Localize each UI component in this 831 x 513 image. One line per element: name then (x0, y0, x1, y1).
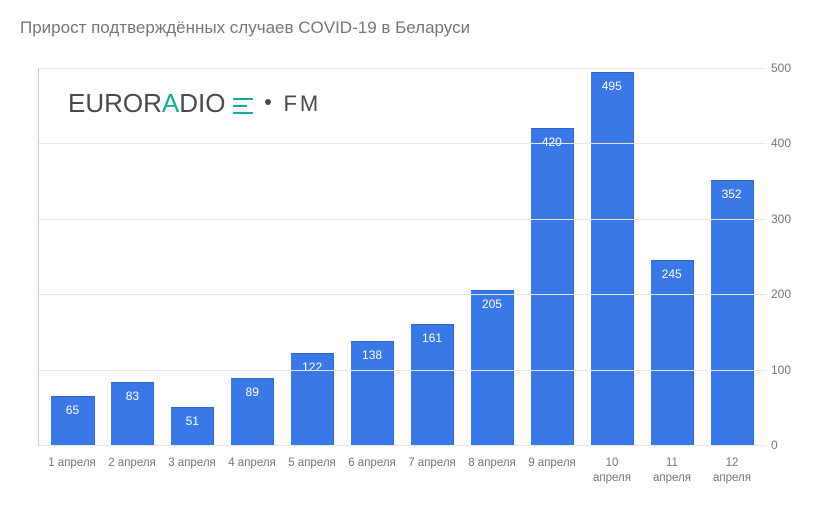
y-tick-label: 500 (771, 61, 806, 75)
bar-value-label: 89 (246, 385, 259, 399)
x-tick-label: 4 апреля (222, 450, 282, 498)
x-tick-label: 11апреля (642, 450, 702, 498)
x-tick-label: 7 апреля (402, 450, 462, 498)
bar: 161 (411, 324, 454, 445)
bar: 51 (171, 407, 214, 445)
y-tick-label: 100 (771, 363, 806, 377)
bar-slot: 89 (223, 68, 283, 445)
bar: 245 (651, 260, 694, 445)
bar: 65 (51, 396, 94, 445)
bar-slot: 83 (103, 68, 163, 445)
bar-slot: 122 (283, 68, 343, 445)
bar: 89 (231, 378, 274, 445)
gridline (39, 445, 766, 446)
chart-title: Прирост подтверждённых случаев COVID-19 … (20, 18, 816, 38)
plot-area: 65835189122138161205420495245352 0100200… (38, 68, 766, 446)
logo-text: EURORADIO (68, 88, 225, 119)
bar-value-label: 122 (302, 360, 322, 374)
bar-value-label: 51 (186, 414, 199, 428)
bar: 495 (591, 72, 634, 445)
chart-container: Прирост подтверждённых случаев COVID-19 … (20, 18, 816, 498)
x-tick-label: 9 апреля (522, 450, 582, 498)
bar-slot: 51 (163, 68, 223, 445)
x-tick-label: 8 апреля (462, 450, 522, 498)
x-tick-label: 6 апреля (342, 450, 402, 498)
logo-fm: FM (283, 91, 321, 117)
gridline (39, 294, 766, 295)
bar-value-label: 65 (66, 403, 79, 417)
bar-slot: 495 (582, 68, 642, 445)
bars-group: 65 83 51 89 122 138 161 205 420 495 245 352 (39, 68, 766, 445)
x-axis-labels: 1 апреля2 апреля3 апреля4 апреля5 апреля… (38, 450, 766, 498)
logo-dot-icon (265, 99, 271, 105)
logo-accent-bars (233, 98, 253, 114)
x-tick-label: 12апреля (702, 450, 762, 498)
bar-value-label: 245 (662, 267, 682, 281)
bar-value-label: 495 (602, 79, 622, 93)
gridline (39, 370, 766, 371)
bar-value-label: 205 (482, 297, 502, 311)
gridline (39, 143, 766, 144)
bar-slot: 138 (343, 68, 403, 445)
bar: 122 (291, 353, 334, 445)
bar-value-label: 352 (722, 187, 742, 201)
bar-slot: 420 (522, 68, 582, 445)
gridline (39, 68, 766, 69)
x-tick-label: 5 апреля (282, 450, 342, 498)
bar-value-label: 138 (362, 348, 382, 362)
bar-slot: 161 (403, 68, 463, 445)
y-tick-label: 0 (771, 438, 806, 452)
bar: 83 (111, 382, 154, 445)
y-tick-label: 400 (771, 136, 806, 150)
bar-slot: 352 (702, 68, 762, 445)
logo-euroradio: EURORADIO FM (68, 88, 321, 119)
bar: 420 (531, 128, 574, 445)
bar-slot: 245 (642, 68, 702, 445)
bar-value-label: 83 (126, 389, 139, 403)
y-tick-label: 200 (771, 287, 806, 301)
bar: 138 (351, 341, 394, 445)
y-tick-label: 300 (771, 212, 806, 226)
bar-slot: 205 (462, 68, 522, 445)
x-tick-label: 3 апреля (162, 450, 222, 498)
gridline (39, 219, 766, 220)
x-tick-label: 1 апреля (42, 450, 102, 498)
x-tick-label: 2 апреля (102, 450, 162, 498)
x-tick-label: 10апреля (582, 450, 642, 498)
bar: 205 (471, 290, 514, 445)
bar-value-label: 420 (542, 135, 562, 149)
bar-value-label: 161 (422, 331, 442, 345)
bar-slot: 65 (43, 68, 103, 445)
